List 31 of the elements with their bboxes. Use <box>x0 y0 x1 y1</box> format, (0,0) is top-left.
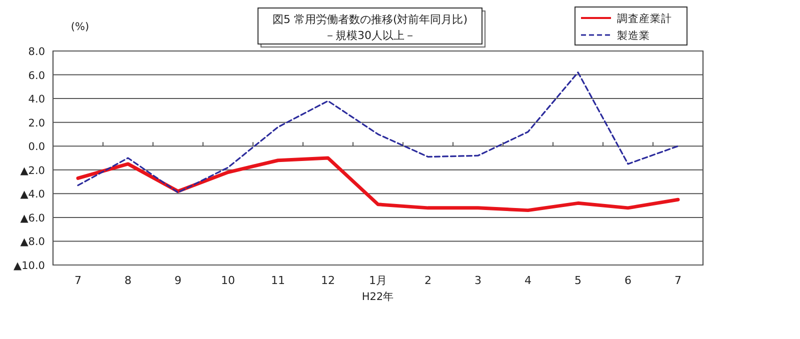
x-tick-label: 3 <box>474 274 482 287</box>
x-tick-label: 10 <box>221 274 235 287</box>
legend-label: 製造業 <box>617 29 650 42</box>
y-tick-label: ▲2.0 <box>20 164 45 177</box>
chart-subtitle: －規模30人以上－ <box>324 29 416 42</box>
y-tick-label: 8.0 <box>28 46 45 58</box>
line-series <box>76 156 680 212</box>
y-tick-label: ▲8.0 <box>20 236 45 248</box>
y-tick-label: ▲10.0 <box>14 260 45 272</box>
x-tick-label: 11 <box>271 274 285 287</box>
y-tick-label: ▲6.0 <box>20 212 45 224</box>
y-axis-title: (%) <box>70 21 90 33</box>
x-tick-label: 1月 <box>369 274 387 287</box>
y-tick-label: ▲4.0 <box>20 188 45 201</box>
y-tick-label: 2.0 <box>28 117 45 130</box>
x-tick-label: 7 <box>674 274 682 287</box>
x-tick-label: 7 <box>74 274 82 287</box>
y-tick-label: 6.0 <box>28 70 45 82</box>
x-tick-label: 2 <box>424 274 432 287</box>
x-tick-label: 8 <box>124 274 132 287</box>
y-tick-label: 4.0 <box>28 94 45 106</box>
x-tick-label: 4 <box>524 274 532 287</box>
x-tick-label: 12 <box>321 274 335 287</box>
legend-label: 調査産業計 <box>617 12 672 25</box>
x-axis-title: H22年 <box>362 291 394 303</box>
x-tick-label: 9 <box>174 274 182 287</box>
line-series <box>77 72 679 194</box>
y-tick-label: 0.0 <box>28 141 45 154</box>
chart-title: 図5 常用労働者数の推移(対前年同月比) <box>272 13 468 26</box>
x-tick-label: 5 <box>574 274 582 287</box>
x-tick-label: 6 <box>624 274 632 287</box>
